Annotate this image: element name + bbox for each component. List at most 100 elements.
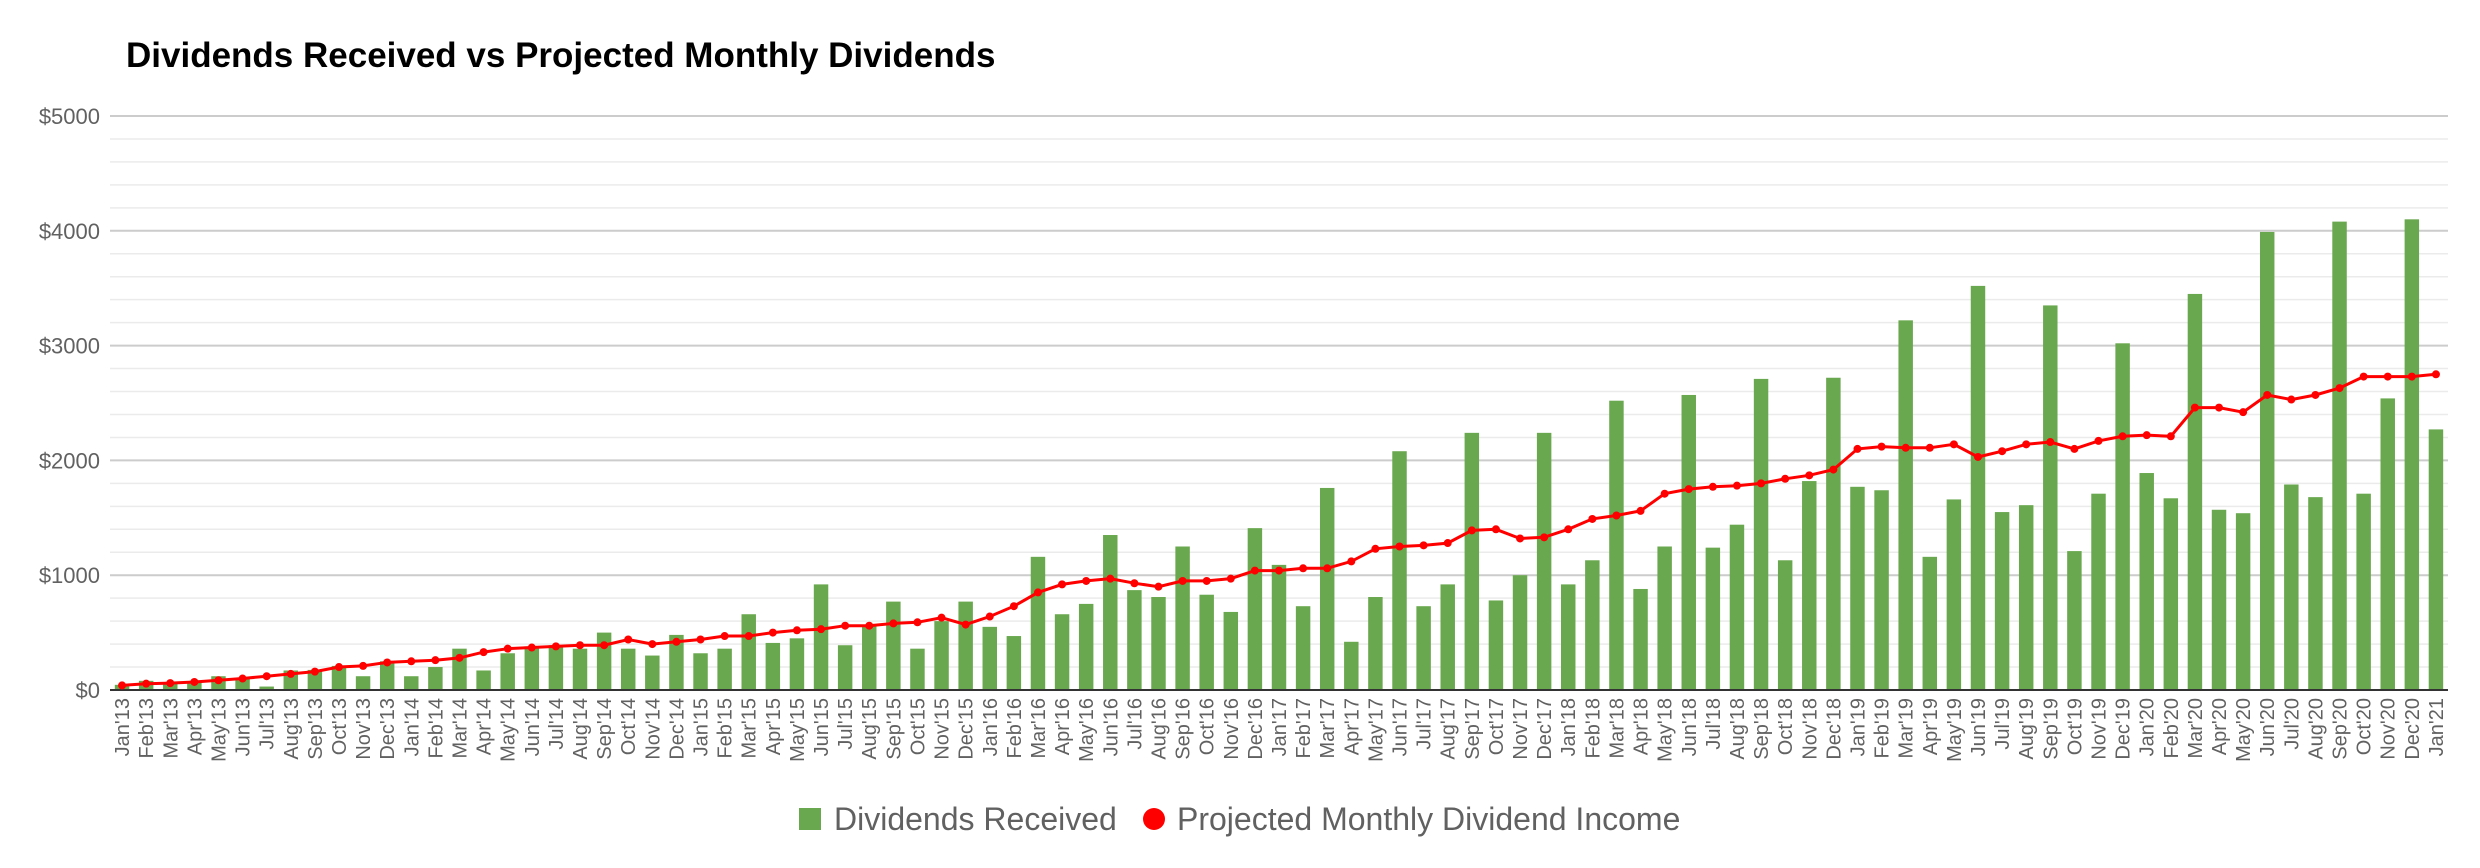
line-point xyxy=(817,625,826,634)
x-tick-label: Feb'16 xyxy=(1004,698,1026,759)
line-point xyxy=(1082,576,1091,585)
x-tick-label: May'19 xyxy=(1944,698,1966,762)
line-point xyxy=(1612,511,1621,520)
line-point xyxy=(166,679,175,688)
x-tick-label: Sep'14 xyxy=(594,698,616,760)
x-tick-label: Sep'18 xyxy=(1751,698,1773,760)
bar xyxy=(1850,486,1865,690)
bar xyxy=(717,648,732,690)
x-tick-label: Mar'20 xyxy=(2185,698,2207,759)
x-tick-label: Oct'17 xyxy=(1486,698,1508,755)
line-point xyxy=(2166,432,2175,441)
line-point xyxy=(1299,564,1308,573)
x-tick-label: Nov'17 xyxy=(1510,698,1532,760)
line-point xyxy=(262,672,271,681)
line-point xyxy=(672,637,681,646)
line-point xyxy=(1757,479,1766,488)
bar xyxy=(1247,528,1263,690)
bar xyxy=(2091,493,2106,690)
x-tick-label: Nov'18 xyxy=(1799,698,1821,760)
line-point xyxy=(1323,564,1332,573)
y-tick-label: $0 xyxy=(76,678,100,703)
bar xyxy=(1319,487,1335,690)
x-tick-label: Sep'17 xyxy=(1462,698,1484,760)
x-tick-label: Feb'19 xyxy=(1872,698,1894,759)
line-point xyxy=(455,653,464,662)
line-point xyxy=(1588,514,1597,523)
bar xyxy=(428,667,443,690)
bar xyxy=(910,648,925,690)
line-point xyxy=(551,642,560,651)
x-tick-label: Nov'13 xyxy=(353,698,375,760)
bar xyxy=(331,665,347,690)
bar xyxy=(1729,524,1745,690)
bar xyxy=(476,670,491,690)
x-tick-label: Apr'20 xyxy=(2209,698,2231,755)
line-point xyxy=(1829,465,1838,474)
x-tick-label: Aug'15 xyxy=(859,698,881,760)
bar xyxy=(1946,499,1962,690)
x-tick-label: May'15 xyxy=(787,698,809,762)
x-tick-label: Sep'16 xyxy=(1173,698,1195,760)
line-point xyxy=(1781,474,1790,483)
x-tick-label: May'16 xyxy=(1076,698,1098,762)
line-point xyxy=(889,619,898,628)
x-tick-label: Dec'14 xyxy=(666,698,688,760)
bar xyxy=(837,645,853,690)
bar xyxy=(741,614,756,690)
line-point xyxy=(792,626,801,635)
bar xyxy=(1922,556,1938,690)
bar xyxy=(1488,600,1504,690)
x-tick-label: Jan'15 xyxy=(691,698,713,756)
line-point xyxy=(1009,602,1018,611)
x-tick-label: Oct'16 xyxy=(1197,698,1219,755)
line-point xyxy=(1347,557,1356,566)
x-tick-label: Jan'20 xyxy=(2137,698,2159,756)
bar xyxy=(1223,611,1239,690)
x-tick-label: Oct'18 xyxy=(1775,698,1797,755)
x-tick-label: Aug'18 xyxy=(1727,698,1749,760)
y-tick-label: $2000 xyxy=(39,448,100,473)
line-point xyxy=(1708,482,1717,491)
line-point xyxy=(2287,395,2296,404)
bar xyxy=(259,686,274,690)
chart-title: Dividends Received vs Projected Monthly … xyxy=(126,36,996,75)
bar xyxy=(1006,636,1022,690)
bar xyxy=(620,648,636,690)
x-tick-label: Nov'19 xyxy=(2089,698,2111,760)
x-tick-label: Apr'19 xyxy=(1920,698,1942,755)
x-tick-label: Oct'19 xyxy=(2064,698,2086,755)
x-tick-label: Jul'14 xyxy=(546,698,568,750)
bar xyxy=(765,642,781,690)
bar xyxy=(1585,560,1600,690)
y-tick-label: $5000 xyxy=(39,104,100,129)
line-point xyxy=(600,641,609,650)
x-tick-label: Dec'18 xyxy=(1823,698,1845,760)
bar xyxy=(2018,505,2034,690)
legend-label-projected-income: Projected Monthly Dividend Income xyxy=(1177,801,1680,837)
line-point xyxy=(190,677,199,686)
bar xyxy=(1898,320,1913,690)
legend-swatch-projected-income xyxy=(1143,808,1165,830)
x-tick-label: Sep'13 xyxy=(305,698,327,760)
bar xyxy=(2332,221,2347,690)
line-point xyxy=(1564,525,1573,534)
bar xyxy=(404,676,419,690)
bar xyxy=(1295,606,1311,690)
x-tick-label: Jul'19 xyxy=(1992,698,2014,750)
y-tick-label: $1000 xyxy=(39,563,100,588)
bar xyxy=(813,584,829,690)
line-point xyxy=(1636,506,1645,515)
line-point xyxy=(1275,566,1283,575)
x-tick-label: May'14 xyxy=(498,698,520,762)
bar xyxy=(355,676,371,690)
x-tick-label: Mar'19 xyxy=(1896,698,1918,759)
x-tick-label: May'13 xyxy=(209,698,231,762)
bar xyxy=(524,646,540,690)
x-tick-label: Jun'19 xyxy=(1968,698,1990,756)
x-tick-label: Jul'18 xyxy=(1703,698,1725,750)
bar xyxy=(2380,398,2395,690)
line-point xyxy=(479,648,488,657)
bar xyxy=(1874,490,1889,690)
